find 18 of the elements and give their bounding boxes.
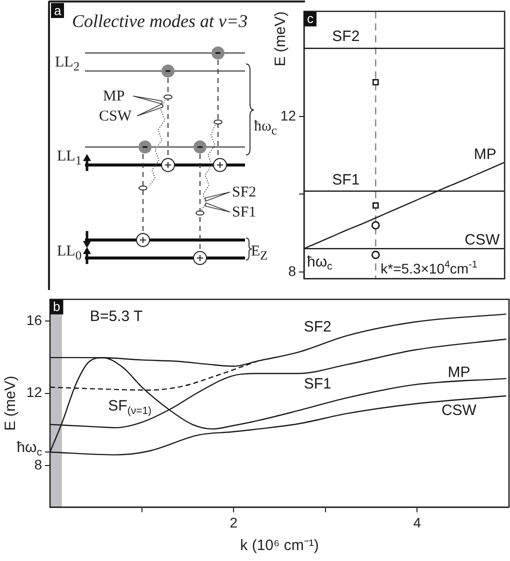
annotation: SF2	[332, 28, 360, 46]
y-tick-label: 12	[26, 384, 42, 400]
y-axis-title: E (meV)	[2, 376, 20, 431]
annotation: MP	[448, 364, 470, 382]
annotation: SF1	[304, 376, 332, 393]
annotation: b	[53, 298, 60, 314]
annotation: SF2	[304, 318, 332, 336]
annotation: MP	[474, 146, 496, 163]
y-tick-label: 8	[34, 456, 42, 472]
annotation: CSW	[441, 402, 478, 419]
annotation: SF1	[332, 171, 360, 188]
y-tick-label: 16	[26, 312, 42, 328]
x-tick-label: 2	[230, 514, 238, 530]
x-axis-title: k (10⁶ cm⁻¹)	[240, 537, 319, 554]
annotation: B=5.3 T	[90, 308, 143, 325]
x-tick-label: 4	[413, 514, 422, 530]
annotation: c	[307, 10, 314, 26]
annotation: CSW	[464, 232, 500, 249]
